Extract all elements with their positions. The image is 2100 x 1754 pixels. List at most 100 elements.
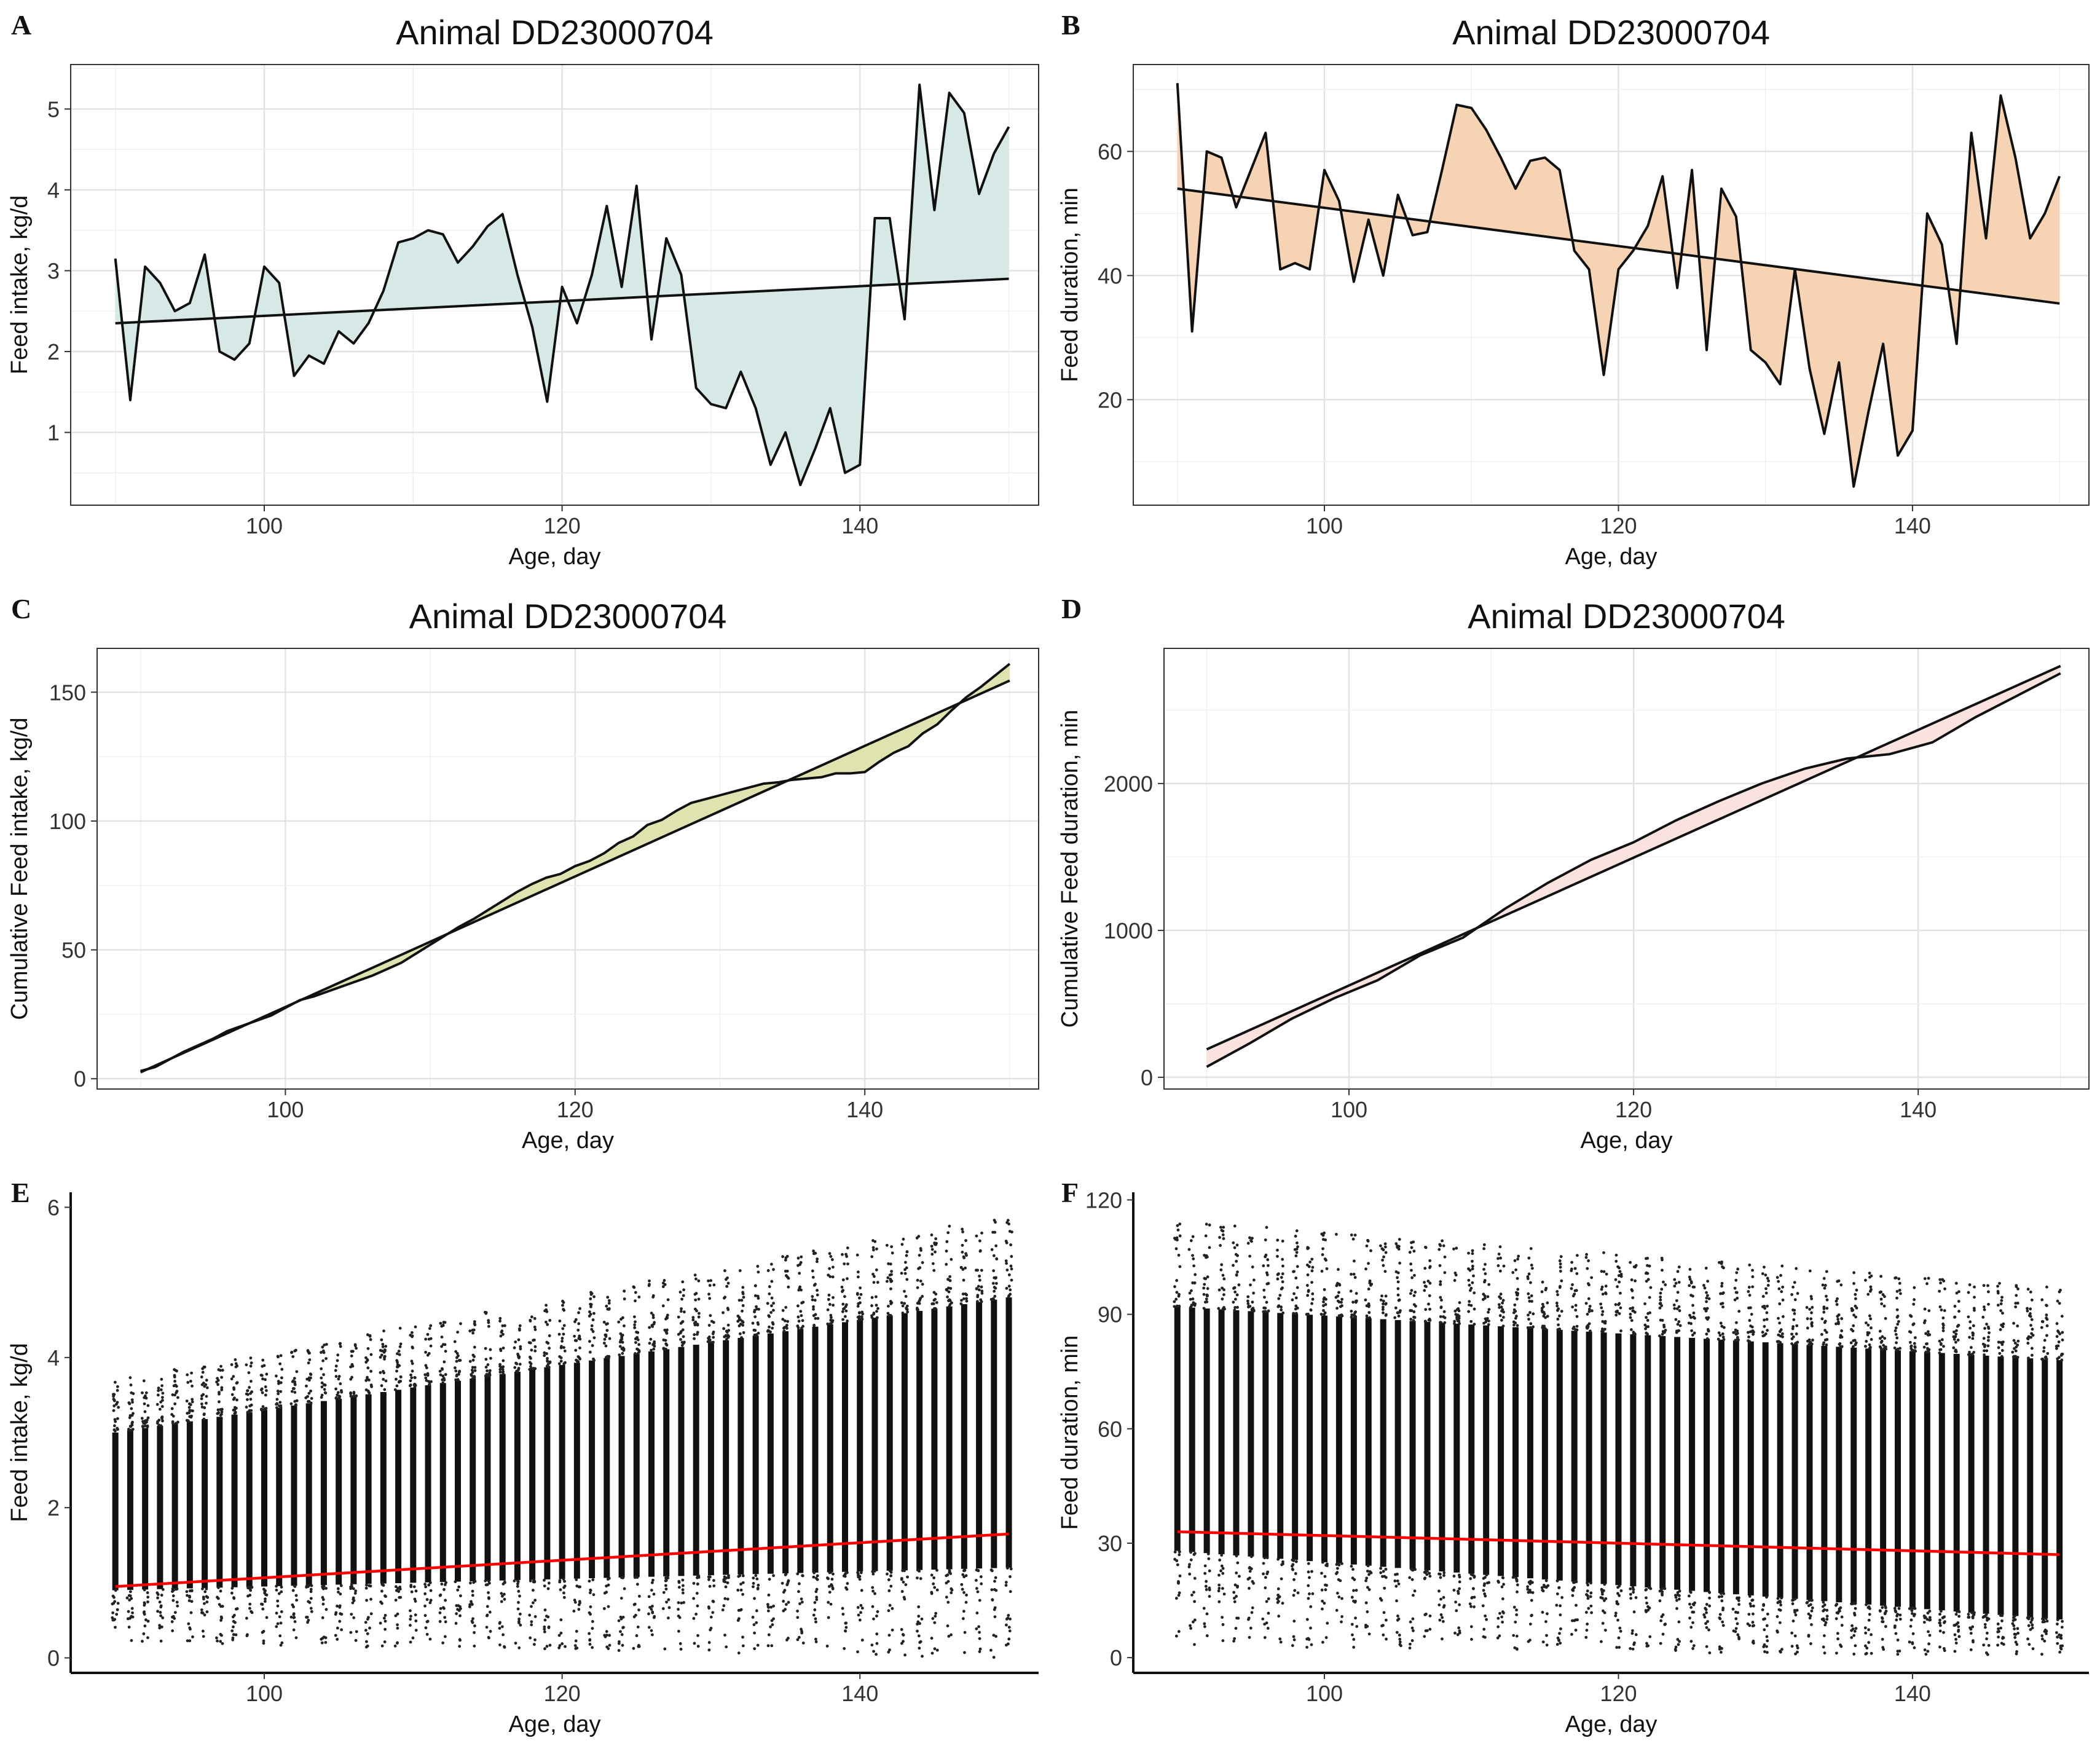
data-point (1807, 1634, 1811, 1638)
data-point (1484, 1317, 1487, 1321)
data-point (921, 1283, 924, 1286)
data-point (2056, 1299, 2059, 1303)
data-point (216, 1639, 219, 1643)
data-point (772, 1268, 775, 1272)
data-point (141, 1391, 144, 1394)
data-point (1868, 1272, 1871, 1275)
data-point (1675, 1299, 1678, 1302)
data-point (503, 1580, 506, 1584)
data-point (712, 1584, 716, 1587)
data-point (111, 1616, 114, 1619)
data-point (1953, 1305, 1957, 1308)
data-point (441, 1381, 445, 1385)
data-point (1571, 1305, 1575, 1309)
data-point (1825, 1614, 1829, 1618)
data-point (1766, 1612, 1769, 1616)
data-point (1294, 1276, 1298, 1280)
data-point (887, 1634, 891, 1637)
data-point (965, 1293, 969, 1297)
data-point (1939, 1343, 1943, 1347)
data-point (980, 1291, 984, 1295)
data-point (293, 1620, 297, 1624)
data-point (1010, 1267, 1013, 1271)
data-point (1573, 1292, 1576, 1296)
data-point (307, 1391, 311, 1395)
data-point (1807, 1612, 1811, 1616)
data-point (368, 1334, 372, 1337)
data-point (1689, 1316, 1693, 1319)
data-point (1235, 1259, 1238, 1263)
data-point (1294, 1235, 1297, 1238)
data-point (1191, 1620, 1195, 1624)
data-point (200, 1394, 203, 1398)
data-point (707, 1578, 710, 1581)
data-point (216, 1383, 219, 1386)
data-point (1307, 1597, 1310, 1600)
data-point (663, 1647, 667, 1651)
data-point (425, 1632, 429, 1636)
data-point (1010, 1278, 1013, 1282)
data-point (200, 1375, 203, 1378)
y-tick-label: 40 (1098, 263, 1122, 288)
data-point (1310, 1281, 1313, 1284)
point-band (455, 1380, 461, 1582)
data-point (1222, 1293, 1225, 1296)
data-point (1311, 1265, 1315, 1269)
data-point (294, 1594, 298, 1597)
data-point (547, 1581, 551, 1585)
y-tick-label: 0 (1110, 1645, 1122, 1670)
data-point (1264, 1576, 1267, 1579)
data-point (1398, 1238, 1401, 1241)
data-point (800, 1629, 803, 1633)
data-point (901, 1304, 905, 1308)
data-point (503, 1324, 506, 1327)
data-point (411, 1345, 414, 1349)
data-point (1825, 1331, 1828, 1334)
data-point (409, 1379, 412, 1383)
data-point (1809, 1295, 1813, 1298)
data-point (1410, 1626, 1414, 1630)
data-point (994, 1281, 998, 1285)
data-point (2015, 1285, 2018, 1288)
point-band (931, 1308, 938, 1570)
data-point (741, 1323, 745, 1327)
data-point (1322, 1309, 1325, 1312)
data-point (562, 1308, 565, 1311)
y-tick-label: 2 (47, 1495, 60, 1520)
y-tick-label: 0 (74, 1066, 86, 1091)
data-point (1294, 1560, 1298, 1563)
data-point (1776, 1630, 1779, 1634)
data-point (1574, 1629, 1578, 1632)
data-point (1354, 1616, 1357, 1620)
data-point (1705, 1307, 1709, 1310)
data-point (488, 1374, 492, 1377)
data-point (665, 1343, 669, 1347)
data-point (1747, 1331, 1750, 1334)
data-point (1468, 1268, 1472, 1272)
data-point (500, 1592, 503, 1595)
data-point (1501, 1301, 1504, 1305)
data-point (1307, 1290, 1310, 1293)
data-point (1897, 1607, 1901, 1610)
data-point (444, 1581, 448, 1584)
data-point (784, 1603, 788, 1607)
data-point (438, 1369, 442, 1373)
data-point (1366, 1570, 1369, 1573)
data-point (1778, 1330, 1782, 1333)
data-point (1442, 1244, 1445, 1248)
data-point (459, 1322, 462, 1326)
data-point (844, 1629, 847, 1633)
data-point (1472, 1587, 1475, 1591)
data-point (1761, 1272, 1764, 1275)
data-point (1381, 1258, 1384, 1262)
data-point (185, 1590, 189, 1594)
point-band (1335, 1316, 1342, 1563)
data-point (1736, 1622, 1739, 1626)
data-point (473, 1631, 476, 1634)
data-point (1409, 1262, 1413, 1266)
data-point (1191, 1254, 1194, 1257)
data-point (1664, 1283, 1667, 1286)
data-point (1748, 1294, 1752, 1297)
data-point (1825, 1270, 1828, 1273)
